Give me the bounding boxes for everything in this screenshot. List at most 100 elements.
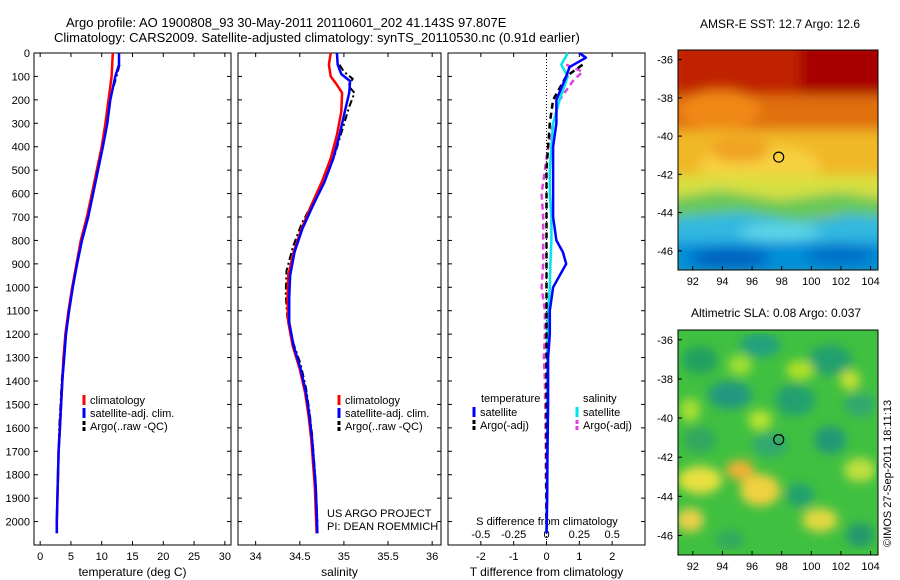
y-tick-label: 1400 bbox=[6, 376, 30, 388]
x-tick-label: 0 bbox=[543, 551, 549, 563]
x-tick-label: 0 bbox=[37, 551, 43, 563]
y-tick-label: 400 bbox=[12, 142, 30, 154]
x-tick-label: 100 bbox=[802, 561, 820, 573]
x-tick-label: 102 bbox=[832, 561, 850, 573]
x-tick-label: 104 bbox=[861, 276, 879, 288]
y-tick-label: -38 bbox=[657, 374, 673, 386]
x-tick-label: 100 bbox=[802, 276, 820, 288]
x-axis-label: temperature (deg C) bbox=[78, 565, 186, 579]
legend-entry: Argo(-adj) bbox=[583, 420, 632, 432]
legend-title-temperature: temperature bbox=[481, 393, 540, 405]
panel-frame bbox=[33, 52, 232, 546]
x-tick-label: 34.5 bbox=[289, 551, 310, 563]
series-line-0 bbox=[55, 52, 115, 534]
x2-tick-label: -0.25 bbox=[501, 529, 526, 541]
y-tick-label: 800 bbox=[12, 235, 30, 247]
x-tick-label: 94 bbox=[716, 561, 728, 573]
legend-entry: satellite bbox=[480, 407, 517, 419]
series-line-3 bbox=[540, 63, 584, 522]
x-tick-label: 34 bbox=[250, 551, 262, 563]
project-name: US ARGO PROJECT bbox=[327, 508, 432, 520]
project-pi: PI: DEAN ROEMMICH bbox=[327, 521, 438, 533]
x-tick-label: 102 bbox=[832, 276, 850, 288]
y-tick-label: 1500 bbox=[6, 399, 30, 411]
y-tick-label: -38 bbox=[657, 93, 673, 105]
x-tick-label: 96 bbox=[746, 561, 758, 573]
y-tick-label: 300 bbox=[12, 118, 30, 130]
sst-argo-position-marker bbox=[773, 151, 785, 163]
x-axis-label: salinity bbox=[321, 565, 358, 579]
x-tick-label: 2 bbox=[609, 551, 615, 563]
legend-entry: climatology bbox=[345, 395, 401, 407]
x-tick-label: 30 bbox=[219, 551, 231, 563]
y-tick-label: -46 bbox=[657, 246, 673, 258]
panel-frame bbox=[237, 52, 442, 546]
x-tick-label: 96 bbox=[746, 276, 758, 288]
y-tick-label: -42 bbox=[657, 452, 673, 464]
y-tick-label: -36 bbox=[657, 55, 673, 67]
y-tick-label: -40 bbox=[657, 131, 673, 143]
x-tick-label: -1 bbox=[509, 551, 519, 563]
y-tick-label: 500 bbox=[12, 165, 30, 177]
y-tick-label: 2000 bbox=[6, 517, 30, 529]
x-tick-label: 98 bbox=[776, 561, 788, 573]
sst-map-frame bbox=[677, 49, 879, 271]
x2-tick-label: 0.5 bbox=[605, 529, 620, 541]
x-axis-label: T difference from climatology bbox=[470, 565, 624, 579]
sla-map-axes: 92 94 96 98 100 102 104 -36 -38 -40 -42 -44 -46 bbox=[657, 335, 880, 573]
y-tick-label: 600 bbox=[12, 189, 30, 201]
sla-argo-position-marker bbox=[773, 434, 785, 446]
series-line-1 bbox=[287, 52, 352, 534]
y-tick-label: 1200 bbox=[6, 329, 30, 341]
y-tick-label: 1600 bbox=[6, 423, 30, 435]
series-line-2 bbox=[284, 64, 356, 522]
y-tick-label: 700 bbox=[12, 212, 30, 224]
legend-entry: Argo(..raw -QC) bbox=[90, 421, 168, 433]
sla-heatmap bbox=[678, 330, 878, 555]
y-tick-label: 1300 bbox=[6, 353, 30, 365]
x-tick-label: 92 bbox=[687, 276, 699, 288]
legend-entry: Argo(-adj) bbox=[480, 420, 529, 432]
legend-entry: satellite-adj. clim. bbox=[345, 408, 429, 420]
legend-entry: satellite-adj. clim. bbox=[90, 408, 174, 420]
series-line-0 bbox=[545, 51, 588, 534]
y-tick-label: -36 bbox=[657, 335, 673, 347]
y-tick-label: 900 bbox=[12, 259, 30, 271]
x-tick-label: 104 bbox=[861, 561, 879, 573]
y-tick-label: 1700 bbox=[6, 446, 30, 458]
sst-map-title: AMSR-E SST: 12.7 Argo: 12.6 bbox=[700, 17, 860, 31]
series-line-1 bbox=[55, 53, 121, 534]
legend-entry: climatology bbox=[90, 395, 146, 407]
y-tick-label: 1900 bbox=[6, 493, 30, 505]
header-line-2: Climatology: CARS2009. Satellite-adjuste… bbox=[54, 30, 580, 45]
x-tick-label: 36 bbox=[426, 551, 438, 563]
x-tick-label: -2 bbox=[476, 551, 486, 563]
x-tick-label: 15 bbox=[126, 551, 138, 563]
y-tick-label: -40 bbox=[657, 413, 673, 425]
y-tick-label: -44 bbox=[657, 491, 673, 503]
difference-profile-panel: -2 -1 0 1 2 T difference from climatology -0.5… bbox=[447, 51, 646, 579]
y-tick-label: -42 bbox=[657, 169, 673, 181]
x-tick-label: 94 bbox=[716, 276, 728, 288]
imos-timestamp: ©IMOS 27-Sep-2011 18:11:13 bbox=[882, 400, 894, 547]
legend-title-salinity: salinity bbox=[583, 393, 617, 405]
sst-heatmap bbox=[678, 50, 878, 270]
legend-entry: Argo(..raw -QC) bbox=[345, 421, 423, 433]
y-tick-label: -44 bbox=[657, 208, 673, 220]
x-tick-label: 35 bbox=[338, 551, 350, 563]
series-line-2 bbox=[55, 64, 121, 522]
sla-map-frame bbox=[677, 329, 879, 556]
legend-entry: satellite bbox=[583, 407, 620, 419]
y-tick-label: 1800 bbox=[6, 470, 30, 482]
y-tick-label: 100 bbox=[12, 71, 30, 83]
x-tick-label: 25 bbox=[188, 551, 200, 563]
y-tick-label: -46 bbox=[657, 530, 673, 542]
y-tick-label: 0 bbox=[24, 48, 30, 60]
x2-tick-label: 0 bbox=[543, 529, 549, 541]
salinity-profile-panel: 34 34.5 35 35.5 36 salinity climatologysatelli… bbox=[237, 52, 442, 579]
x-tick-label: 35.5 bbox=[377, 551, 398, 563]
y-tick-label: 1100 bbox=[6, 306, 30, 318]
header-line-1: Argo profile: AO 1900808_93 30-May-2011 … bbox=[66, 15, 507, 30]
sla-map-title: Altimetric SLA: 0.08 Argo: 0.037 bbox=[691, 306, 861, 320]
